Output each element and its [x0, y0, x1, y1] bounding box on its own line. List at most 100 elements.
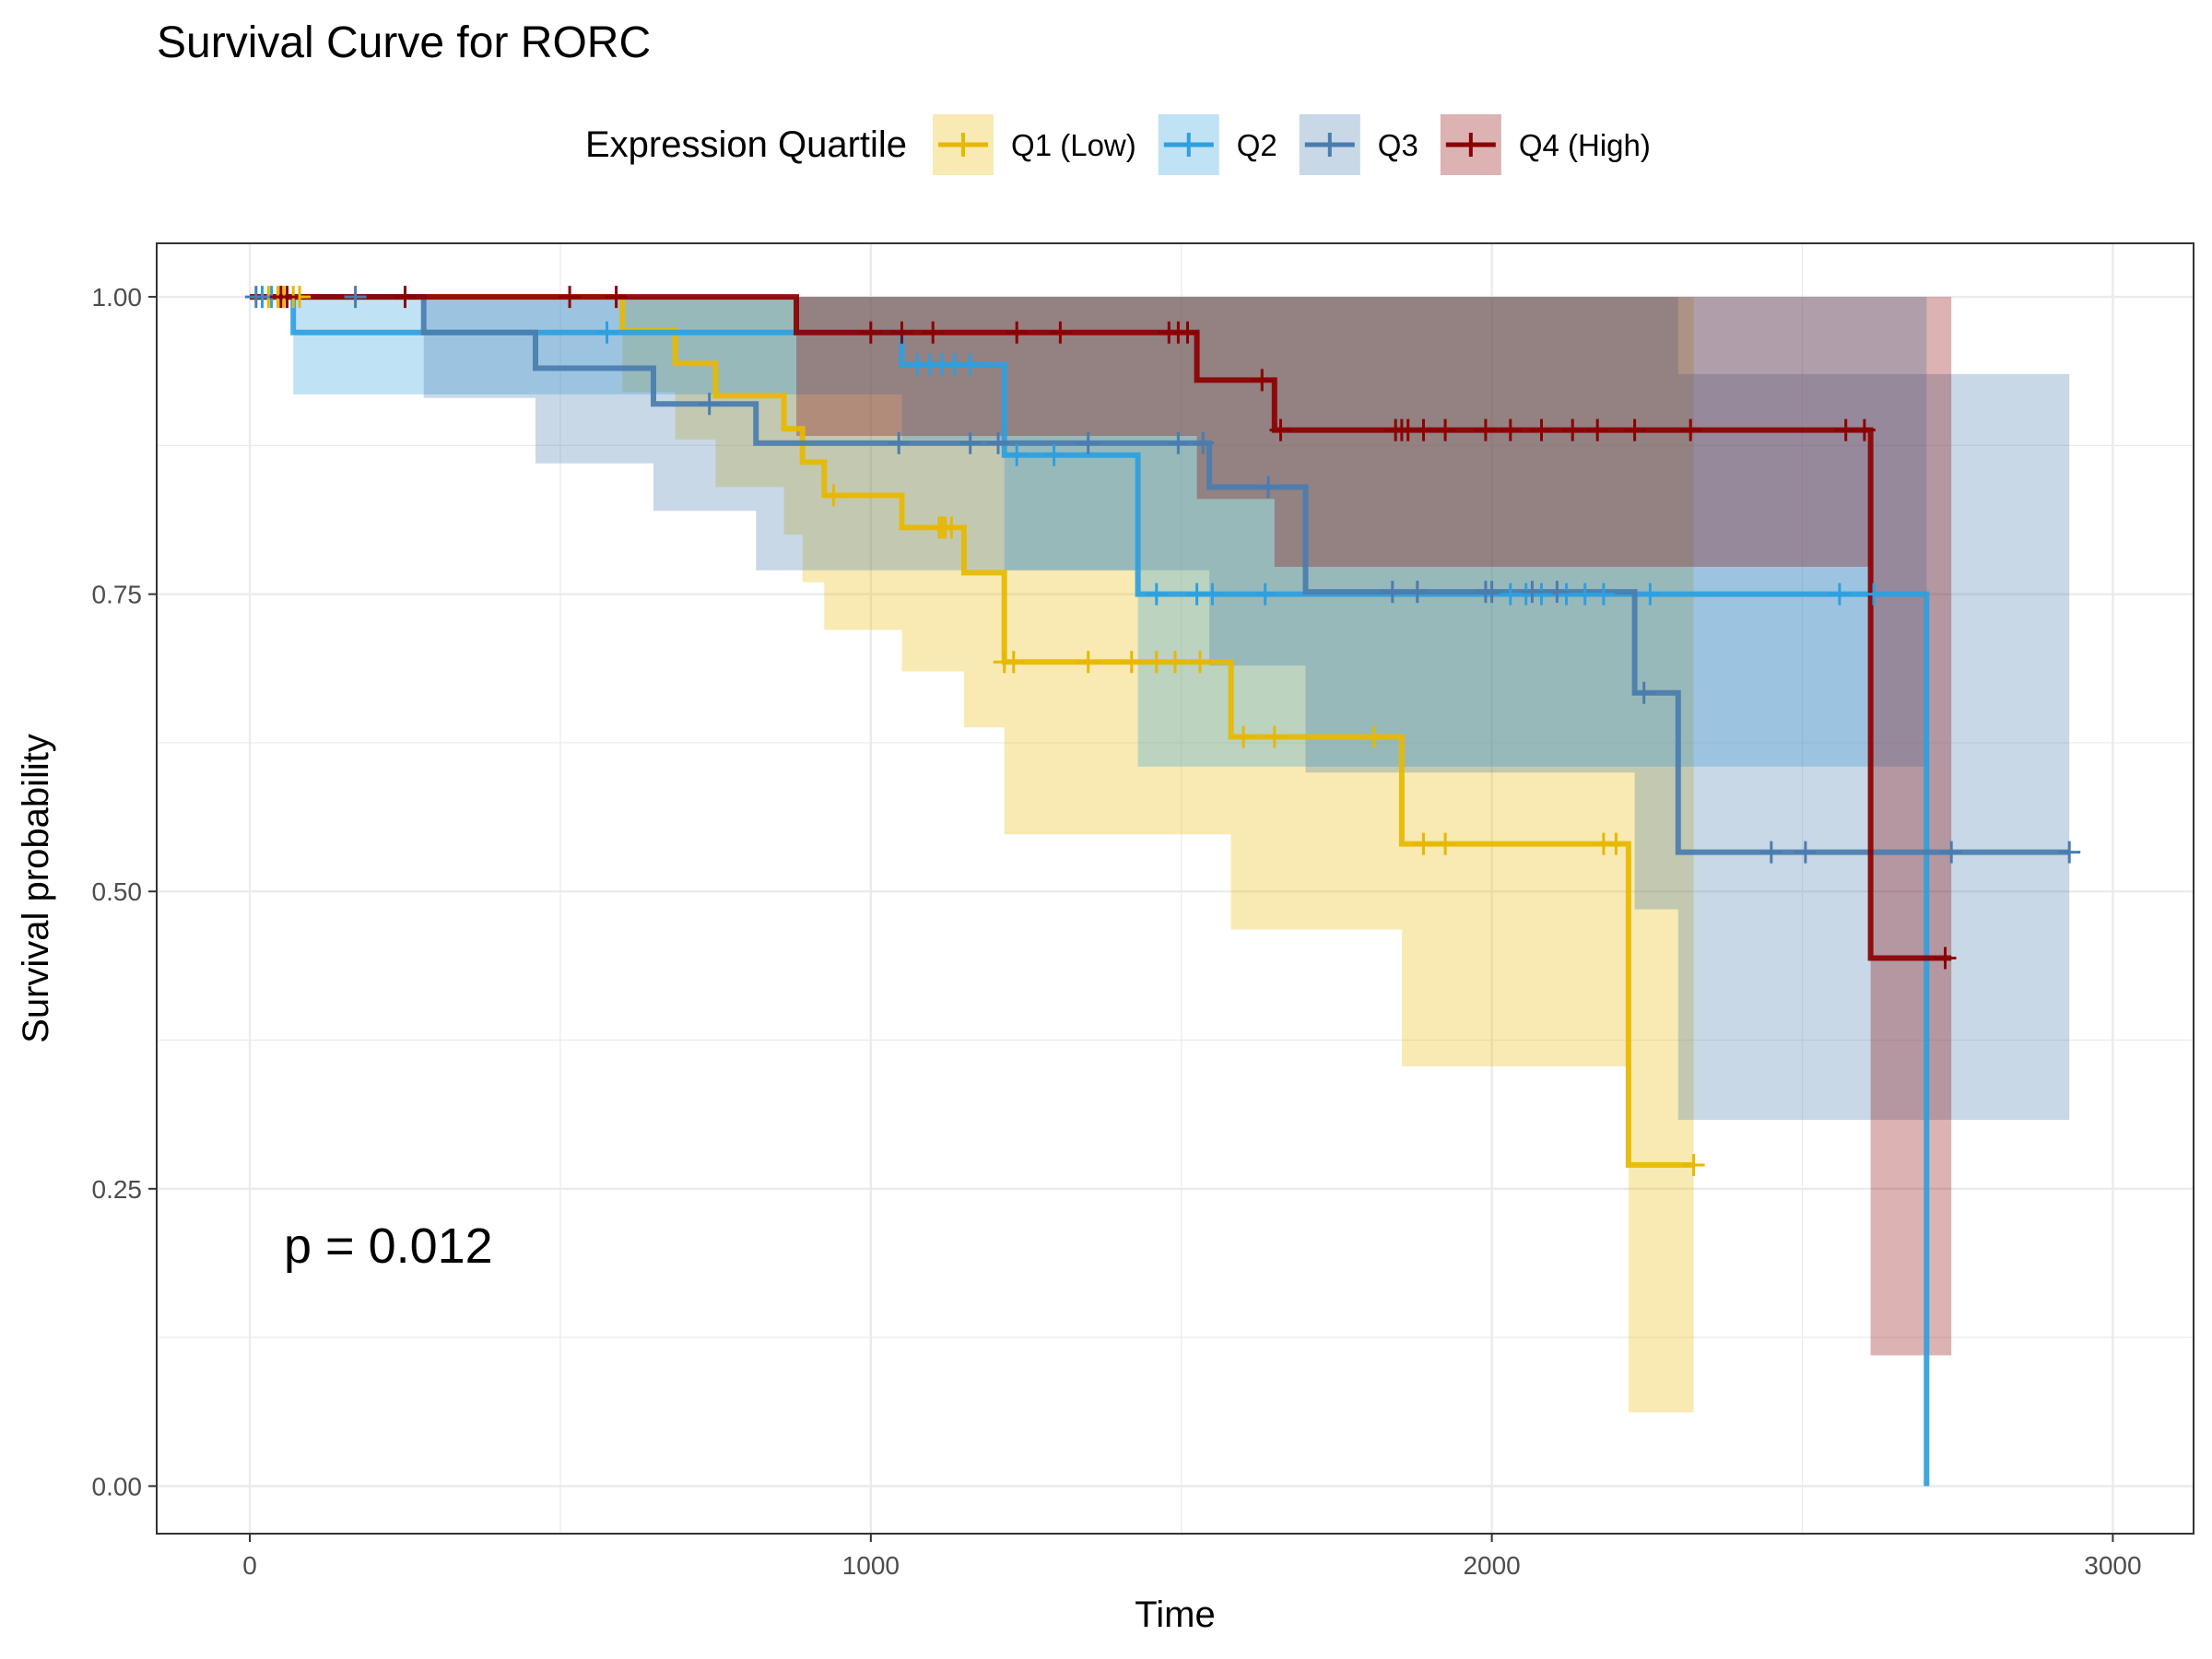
censor-mark-q3	[1759, 841, 1783, 864]
censor-mark-q2	[1863, 582, 1885, 606]
legend-title: Expression Quartile	[585, 124, 907, 165]
censor-mark-q2	[1828, 582, 1851, 606]
censor-mark-q2	[959, 353, 982, 376]
censor-mark-q2	[595, 321, 618, 344]
censor-mark-q4-high	[1006, 321, 1029, 344]
y-tick-label: 1.00	[92, 283, 143, 312]
censor-mark-q1-low	[1164, 651, 1186, 674]
censor-mark-q3	[1381, 581, 1404, 604]
censor-mark-q4-high	[1623, 418, 1646, 441]
legend-label-q4-high: Q4 (High)	[1519, 128, 1651, 162]
survival-curve-q4-high	[250, 294, 1952, 961]
censor-mark-q4-high	[890, 321, 913, 344]
censor-mark-q4-high	[1474, 418, 1497, 441]
chart-title: Survival Curve for RORC	[157, 18, 651, 67]
censor-mark-q1-low	[1605, 832, 1628, 855]
censor-mark-q4-high	[1176, 321, 1199, 344]
censor-mark-q2	[1530, 582, 1553, 606]
censor-mark-q4-high	[1834, 418, 1857, 441]
censor-mark-q4-high	[1412, 418, 1435, 441]
censor-mark-q4-high	[1269, 418, 1292, 441]
y-axis: 0.00 0.25 0.50 0.75 1.00	[92, 283, 157, 1500]
censor-mark-q2	[1006, 443, 1029, 466]
censor-mark-q4-high	[605, 286, 628, 309]
censor-mark-q2	[1555, 582, 1578, 606]
censor-mark-q3	[1192, 431, 1215, 454]
censor-mark-q3	[1521, 581, 1544, 604]
censor-mark-q3	[987, 431, 1009, 454]
censor-mark-q1-low	[1077, 651, 1100, 674]
p-value-annotation: p = 0.012	[284, 1218, 493, 1274]
censor-mark-q1-low	[1120, 651, 1143, 674]
censor-mark-q1-low	[1189, 651, 1211, 674]
y-tick-label: 0.50	[92, 877, 143, 906]
censor-marks	[244, 286, 2081, 1176]
censor-mark-q3	[1940, 841, 1963, 864]
censor-mark-q1-low	[940, 516, 963, 539]
censor-mark-q4-high	[1434, 418, 1457, 441]
y-tick-label: 0.25	[92, 1175, 143, 1204]
censor-mark-q3	[1632, 681, 1655, 704]
censor-mark-q4-high	[559, 286, 582, 309]
censor-mark-q3	[344, 286, 367, 309]
legend-key-q3	[1299, 114, 1360, 175]
censor-mark-q3	[1794, 841, 1817, 864]
confidence-band-q1-low	[250, 297, 1694, 1413]
censor-mark-q1-low	[1362, 725, 1385, 748]
y-tick-label: 0.75	[92, 581, 143, 609]
censor-mark-q1-low	[1002, 651, 1025, 674]
censor-mark-q3	[888, 431, 911, 454]
censor-mark-q3	[1077, 431, 1100, 454]
censor-mark-q2	[1639, 582, 1662, 606]
censor-mark-q4-high	[1049, 321, 1072, 344]
plot-border	[156, 242, 2194, 1535]
x-axis: 0 1000 2000 3000	[242, 1534, 2142, 1580]
x-tick-label: 3000	[2084, 1551, 2141, 1580]
censor-mark-q2	[1253, 582, 1277, 606]
censor-mark-q2	[1201, 582, 1224, 606]
censor-mark-q1-low	[1682, 1154, 1705, 1176]
censor-mark-q4-high	[1251, 369, 1274, 392]
legend-label-q2: Q2	[1237, 128, 1277, 162]
censor-mark-q4-high	[859, 321, 882, 344]
censor-mark-q2	[1145, 582, 1168, 606]
x-tick-label: 1000	[842, 1551, 900, 1580]
censor-mark-q4-high	[1934, 947, 1957, 970]
censor-mark-q4-high	[922, 321, 945, 344]
plot-panel	[157, 243, 2194, 1534]
confidence-band-q4-high	[250, 297, 1952, 1356]
censor-mark-q3	[1546, 581, 1569, 604]
censor-mark-q4-high	[394, 286, 417, 309]
censor-mark-q3	[244, 286, 267, 309]
legend-key-q2	[1158, 114, 1219, 175]
censor-mark-q3	[1257, 476, 1280, 499]
legend-label-q1-low: Q1 (Low)	[1011, 128, 1136, 162]
censor-mark-q4-high	[1679, 418, 1702, 441]
censor-mark-q1-low	[1232, 725, 1255, 748]
censor-mark-q3	[1480, 581, 1503, 604]
censor-mark-q4-high	[276, 286, 299, 309]
censor-mark-q3	[1406, 581, 1429, 604]
censor-mark-q4-high	[1853, 418, 1876, 441]
censor-mark-q3	[959, 431, 982, 454]
x-tick-label: 0	[242, 1551, 257, 1580]
censor-mark-q4-high	[1530, 418, 1553, 441]
y-axis-title: Survival probability	[16, 734, 56, 1043]
x-axis-title: Time	[1135, 1594, 1215, 1635]
censor-mark-q1-low	[1145, 651, 1168, 674]
legend: Expression Quartile Q1 (Low) Q2 Q3 Q4 (High…	[585, 114, 1651, 175]
censor-mark-q1-low	[1434, 832, 1457, 855]
censor-mark-q4-high	[1561, 418, 1584, 441]
confidence-band-q3	[250, 297, 2070, 1121]
legend-label-q3: Q3	[1378, 128, 1418, 162]
censor-mark-q1-low	[822, 484, 845, 507]
censor-mark-q2	[1592, 582, 1615, 606]
censor-mark-q2	[1573, 582, 1596, 606]
censor-mark-q3	[1167, 431, 1190, 454]
censor-mark-q3	[2058, 841, 2081, 864]
censor-mark-q4-high	[1586, 418, 1609, 441]
y-tick-label: 0.00	[92, 1472, 143, 1500]
x-tick-label: 2000	[1463, 1551, 1520, 1580]
censor-mark-q1-low	[1412, 832, 1435, 855]
